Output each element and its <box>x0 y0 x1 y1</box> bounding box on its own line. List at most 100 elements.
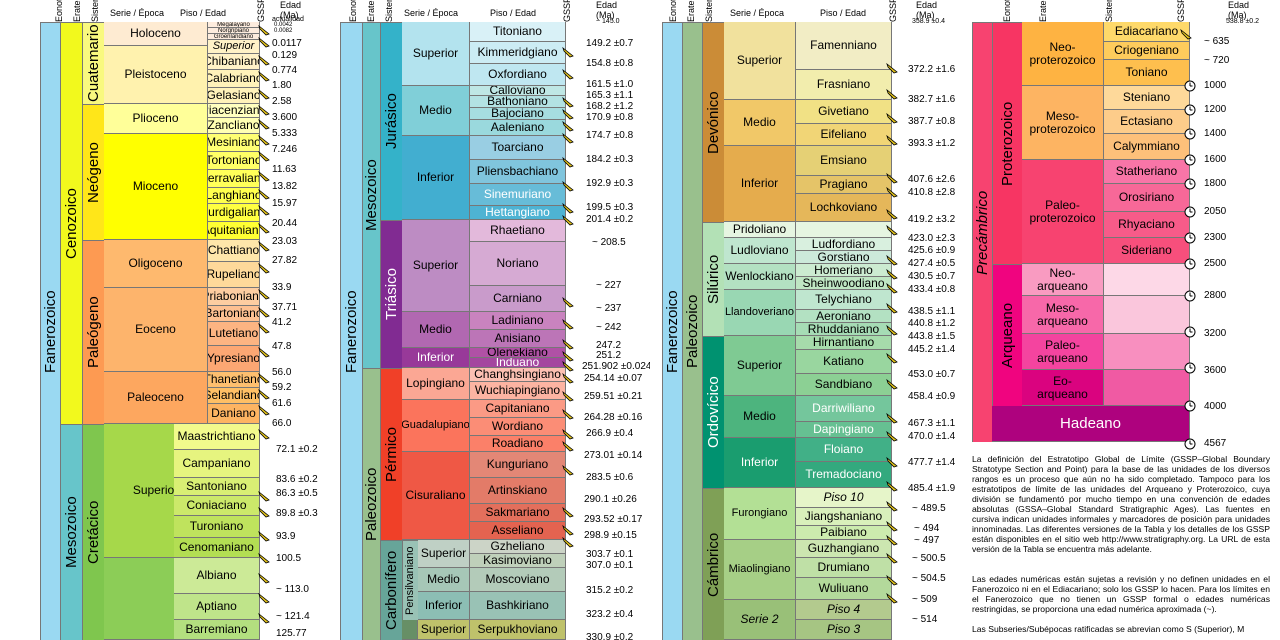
age-label: 0.0082 <box>274 28 293 34</box>
stage-ypresiano: Ypresiano <box>208 346 260 372</box>
age-label: 425.6 ±0.9 <box>908 245 956 256</box>
golden-spike-icon <box>886 254 898 266</box>
stage-ludfordiano: Ludfordiano <box>796 238 892 251</box>
clock-icon <box>1184 104 1196 116</box>
header-age: Edad <box>1228 0 1250 10</box>
age-label: 393.3 ±1.2 <box>908 138 956 149</box>
era-label: Neo- proterozoico <box>1029 39 1096 67</box>
stage-roadiano: Roadiano <box>470 436 566 452</box>
stage-wuliuano: Wuliuano <box>796 578 892 600</box>
age-label: 1200 <box>1204 104 1227 115</box>
series-llandoveriano: Llandoveriano <box>724 290 796 336</box>
header-system: Sistema <box>384 0 394 22</box>
golden-spike-icon <box>258 204 270 216</box>
subseries-note-paragraph: Las Subseries/Subépocas ratificadas se a… <box>972 624 1245 634</box>
age-label: 174.7 ±0.8 <box>586 130 634 141</box>
series-medio-devonico: Medio <box>724 100 796 146</box>
era-label: Paleo- proterozoico <box>1029 197 1096 225</box>
age-label: 445.2 ±1.4 <box>908 344 956 355</box>
series-superior-ordovicico: Superior <box>724 336 796 396</box>
golden-spike-icon <box>886 62 898 74</box>
age-label: 154.8 ±0.8 <box>586 58 634 69</box>
stage-kasimoviano: Kasimoviano <box>470 554 566 568</box>
age-label: 2.58 <box>272 96 292 107</box>
golden-spike-icon <box>886 282 898 294</box>
system-cretacico: Cretácico <box>82 424 104 640</box>
golden-spike-icon <box>562 108 574 120</box>
age-label: 290.1 ±0.26 <box>584 494 637 505</box>
mesoarqueano-fill <box>1104 296 1190 334</box>
eon-arqueano: Arqueano <box>992 264 1022 406</box>
stage-coniaciano: Coniaciano <box>174 496 260 516</box>
age-label: 323.2 ±0.4 <box>586 609 634 620</box>
age-label: ~ 497 <box>914 535 940 546</box>
stage-sandbiano: Sandbiano <box>796 374 892 396</box>
age-present: actualidad <box>272 16 304 23</box>
era-eoarqueano: Eo- arqueano <box>1022 370 1104 406</box>
clock-icon <box>1184 362 1196 374</box>
stage-gzheliano: Gzheliano <box>470 540 566 554</box>
era-label: Meso- proterozoico <box>1029 108 1096 136</box>
age-label: 0.774 <box>272 65 298 76</box>
eon-fanerozoico: Fanerozoico <box>40 22 60 640</box>
age-label: 440.8 ±1.2 <box>908 318 956 329</box>
stage-aquitaniano: Aquitaniano <box>208 222 260 240</box>
golden-spike-icon <box>258 490 270 502</box>
age-label: 199.5 ±0.3 <box>586 202 634 213</box>
panel-cenozoic-cretaceous: Eonotema Eratema Sistema Serie / Época P… <box>40 0 340 640</box>
golden-spike-icon <box>258 428 270 440</box>
stage-calloviano: Calloviano <box>470 86 566 96</box>
age-label: 2800 <box>1204 290 1227 301</box>
era-label: Eo- arqueano <box>1037 373 1088 401</box>
era-label: Paleo- arqueano <box>1037 337 1088 365</box>
age-label: 293.52 ±0.17 <box>584 514 643 525</box>
age-label: 59.2 <box>272 382 292 393</box>
golden-spike-icon <box>562 46 574 58</box>
eon-fanerozoico: Fanerozoico <box>662 22 682 640</box>
paleoarqueano-fill <box>1104 334 1190 370</box>
stage-emsiano: Emsiano <box>796 146 892 176</box>
stage-olenekiano: Olenekiano <box>470 348 566 358</box>
age-label: 283.5 ±0.6 <box>586 472 634 483</box>
golden-spike-icon <box>562 180 574 192</box>
stage-aaleniano: Aaleniano <box>470 120 566 136</box>
stage-selandiano: Selandiano <box>208 388 260 404</box>
age-top: 538.8 ±0.2 <box>1226 18 1260 25</box>
stage-zancliano: Zancliano <box>208 118 260 134</box>
stage-givetiano: Givetiano <box>796 100 892 124</box>
series-medio-ordovicico: Medio <box>724 396 796 438</box>
golden-spike-icon <box>562 156 574 168</box>
supereon-precambrico: Precámbrico <box>972 22 992 442</box>
stage-aptiano: Aptiano <box>174 594 260 620</box>
stage-rhaetiano: Rhaetiano <box>470 220 566 242</box>
system-silurico: Silúrico <box>702 222 724 336</box>
era-paleoarqueano: Paleo- arqueano <box>1022 334 1104 370</box>
golden-spike-icon <box>258 118 270 130</box>
age-label: 56.0 <box>272 367 292 378</box>
header-ma: (Ma) <box>916 10 935 20</box>
age-label: ~ 504.5 <box>912 573 946 584</box>
age-label: 423.0 ±2.3 <box>908 233 956 244</box>
golden-spike-icon <box>562 408 574 420</box>
stage-telychiano: Telychiano <box>796 290 892 310</box>
stage-sakmariano: Sakmariano <box>470 504 566 522</box>
stage-norgripiano: Norgripiano <box>208 28 260 34</box>
series-cisuraliano: Cisuraliano <box>402 452 470 540</box>
age-label: 72.1 ±0.2 <box>276 444 318 455</box>
panel-devonian-cambrian: Eonotema Eratema Sistema Serie / Época P… <box>662 0 960 640</box>
age-label: 192.9 ±0.3 <box>586 178 634 189</box>
golden-spike-icon <box>258 404 270 416</box>
stage-darriwiliano: Darriwiliano <box>796 396 892 422</box>
age-label: ~ 121.4 <box>276 611 310 622</box>
header-ma: (Ma) <box>596 10 615 20</box>
subsystem-misisipiano <box>402 620 418 640</box>
clock-icon <box>1184 400 1196 412</box>
age-top: 358.9 ±0.4 <box>912 18 946 25</box>
stage-wordiano: Wordiano <box>470 418 566 436</box>
golden-spike-icon <box>886 592 898 604</box>
stage-pridoliano-piso <box>796 222 892 238</box>
stage-paibiano: Paibiano <box>796 526 892 540</box>
age-label: 259.51 ±0.21 <box>584 391 643 402</box>
stage-sinemuriano: Sinemuriano <box>470 184 566 206</box>
golden-spike-icon <box>886 186 898 198</box>
